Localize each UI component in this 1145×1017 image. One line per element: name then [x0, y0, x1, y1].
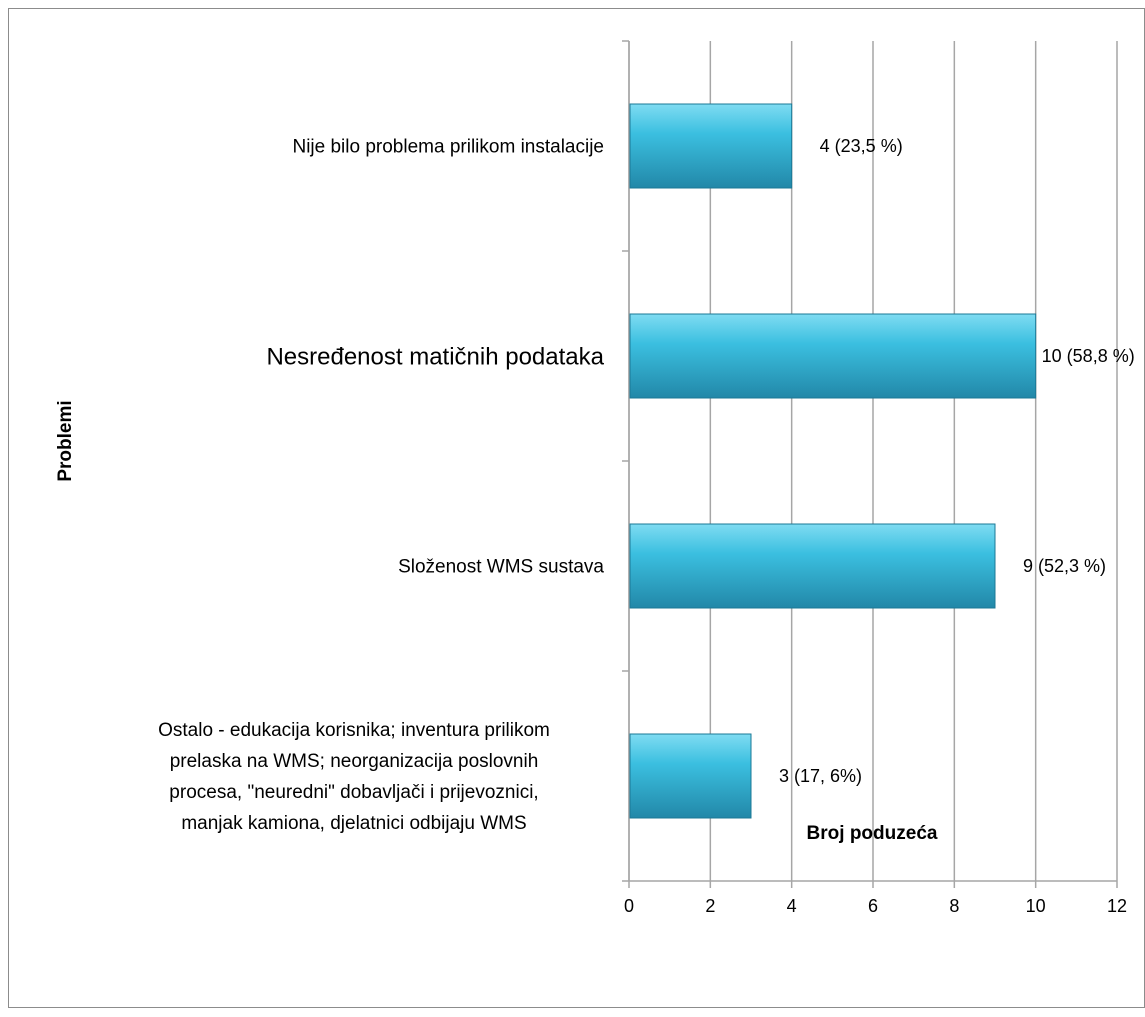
bar [629, 523, 996, 609]
bar [629, 103, 793, 189]
x-tick-label: 0 [624, 896, 634, 916]
category-label: Nesređenost matičnih podataka [266, 343, 604, 370]
data-label: 9 (52,3 %) [1023, 556, 1106, 576]
bar-chart: 0 2 4 6 8 10 12 3 (17, 6%) Ostalo - edukacija ko… [55, 40, 1135, 916]
y-axis-title: Problemi [55, 400, 76, 481]
chart-frame: 0 2 4 6 8 10 12 3 (17, 6%) Ostalo - edukacija ko… [8, 8, 1145, 1008]
bar [629, 733, 752, 819]
x-tick-label: 8 [949, 896, 959, 916]
x-axis-title: Broj poduzeća [807, 823, 938, 844]
data-label: 4 (23,5 %) [820, 136, 903, 156]
category-label: Nije bilo problema prilikom instalacije [292, 137, 604, 158]
x-tick-label: 4 [787, 896, 797, 916]
x-tick-label: 10 [1026, 896, 1046, 916]
bars [629, 103, 1037, 819]
x-tick-label: 2 [705, 896, 715, 916]
x-tick-label: 12 [1107, 896, 1127, 916]
category-label: manjak kamiona, djelatnici odbijaju WMS [181, 813, 526, 834]
category-label: Složenost WMS sustava [398, 557, 604, 578]
data-label: 3 (17, 6%) [779, 766, 862, 786]
x-tick-label: 6 [868, 896, 878, 916]
category-label: procesa, "neuredni" dobavljači i prijevo… [169, 782, 538, 803]
category-label: Ostalo - edukacija korisnika; inventura … [158, 720, 550, 741]
category-label: prelaska na WMS; neorganizacija poslovni… [170, 751, 539, 772]
data-label: 10 (58,8 %) [1042, 346, 1135, 366]
labels: 0 2 4 6 8 10 12 3 (17, 6%) Ostalo - edukacija ko… [158, 136, 1135, 916]
bar [629, 313, 1037, 399]
